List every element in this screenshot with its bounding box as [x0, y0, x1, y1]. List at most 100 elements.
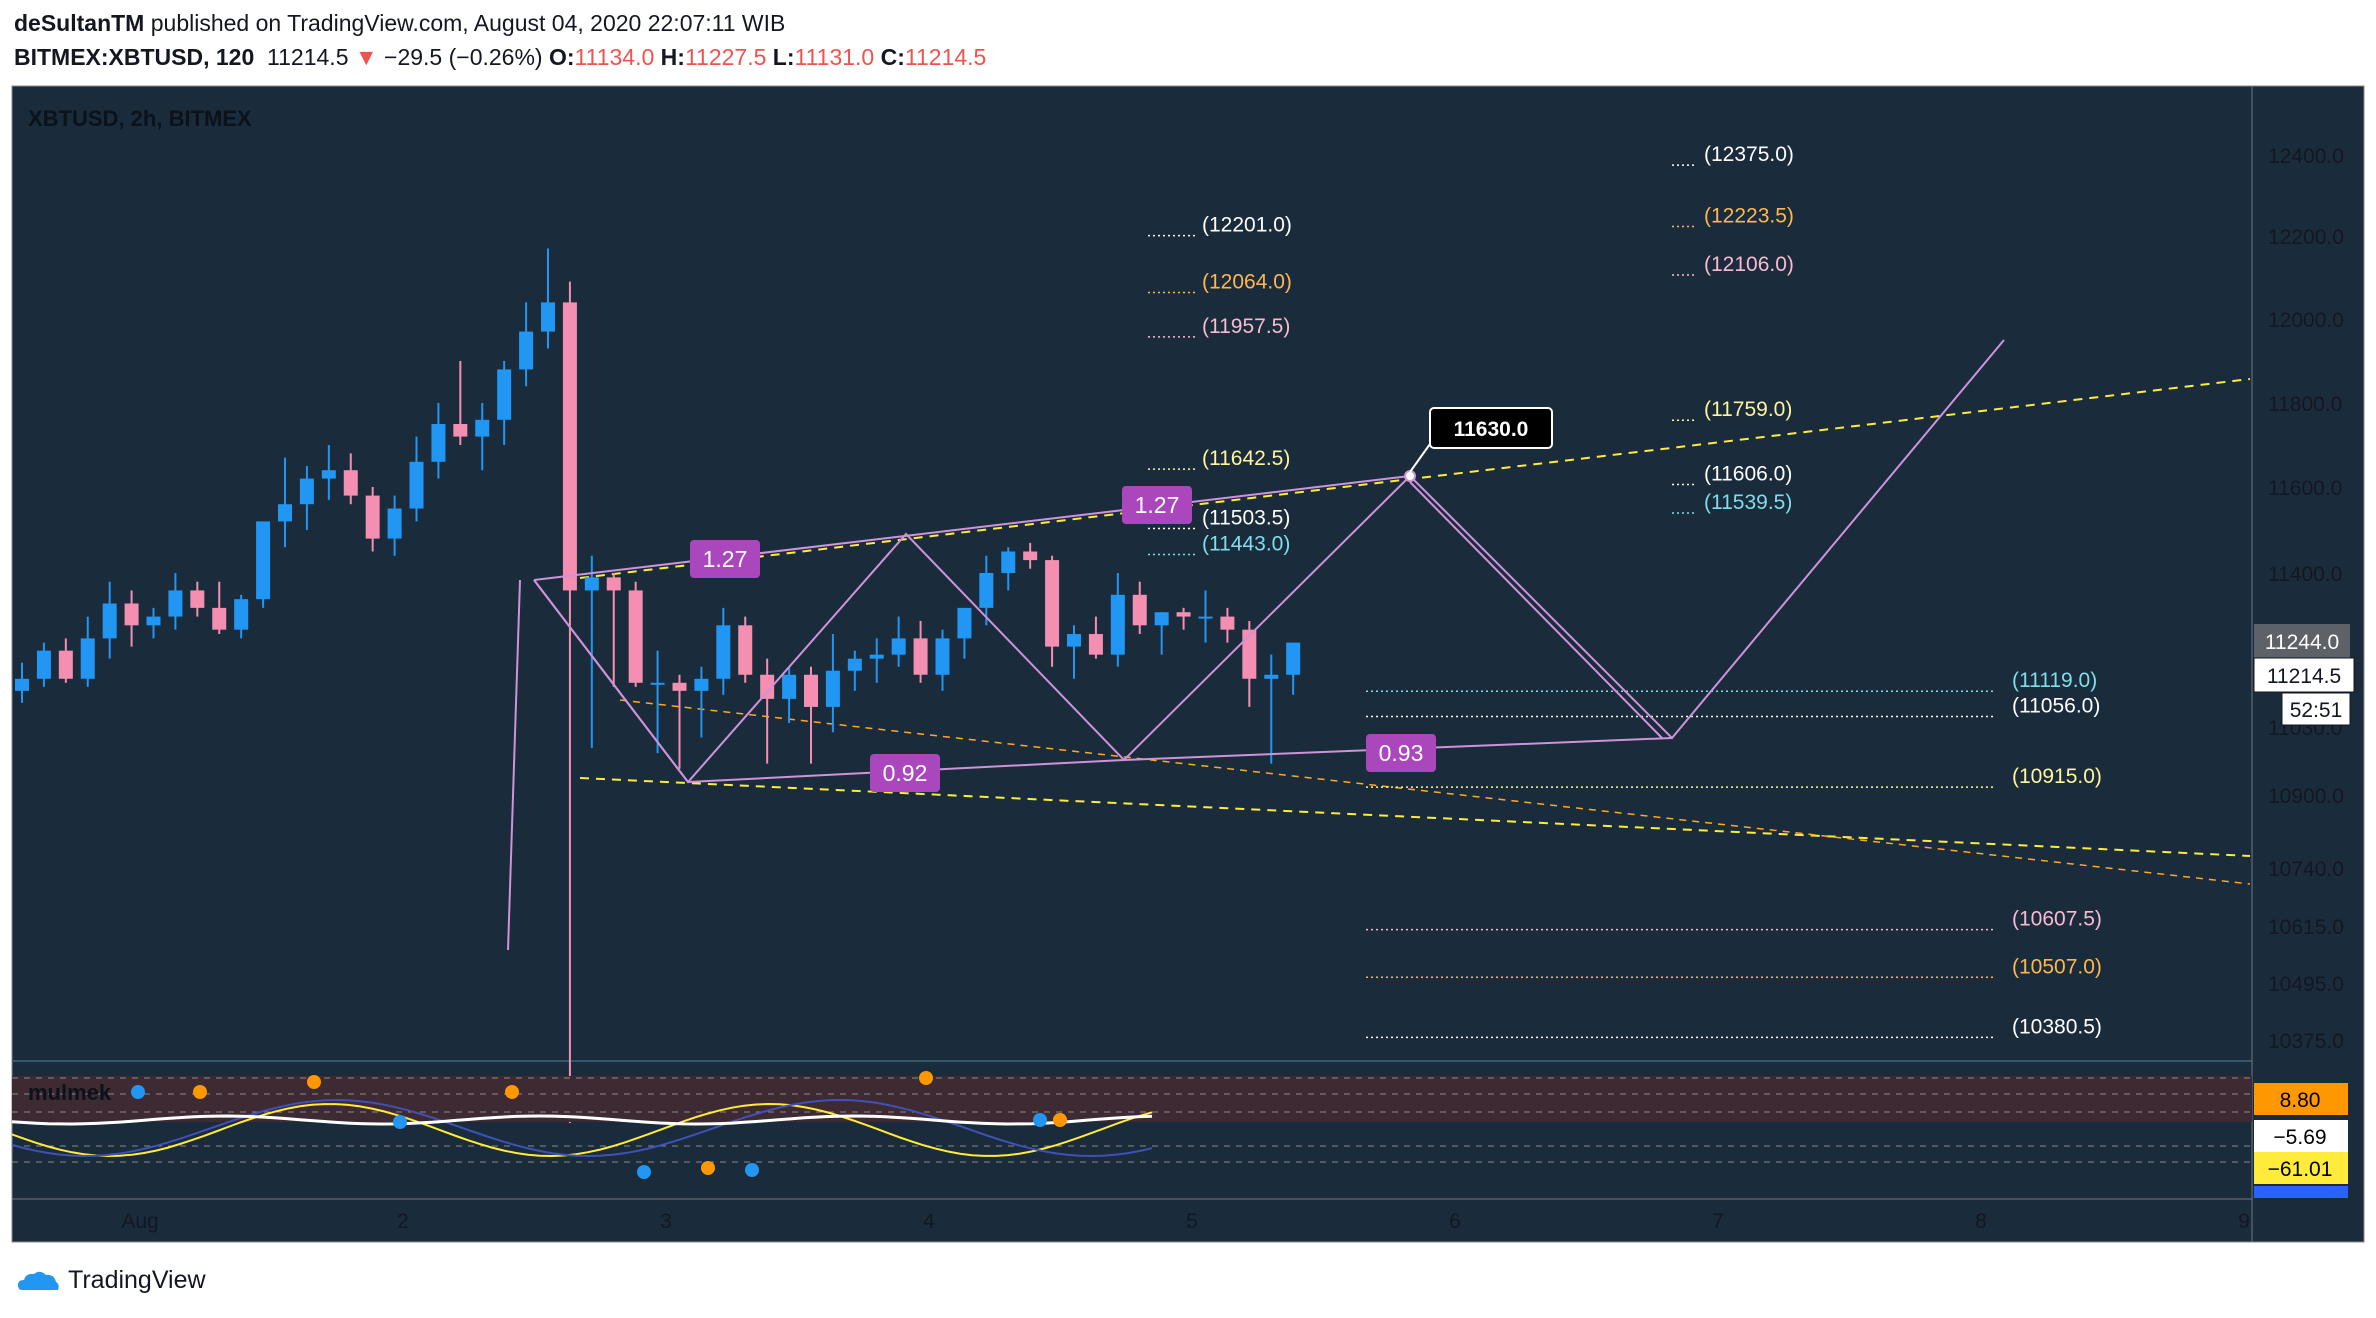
- target-point: [1404, 470, 1416, 482]
- signal-dot: [307, 1075, 321, 1089]
- pattern-wick-link: [507, 579, 521, 951]
- candle-body: [1023, 551, 1038, 561]
- signal-dot: [1053, 1113, 1067, 1127]
- y-tick-label: 12200.0: [2268, 226, 2344, 249]
- candle-body: [1132, 594, 1147, 626]
- candle-body: [1110, 594, 1125, 655]
- close-label: C:: [880, 44, 905, 70]
- x-tick-label: 9: [2238, 1210, 2250, 1233]
- x-tick-label: 8: [1975, 1210, 1987, 1233]
- candle-body: [869, 654, 884, 659]
- x-tick-label: 4: [923, 1210, 935, 1233]
- price-callout-box: [1429, 407, 1553, 449]
- candle-body: [606, 577, 621, 591]
- y-tick-label: 10495.0: [2268, 973, 2344, 996]
- current-price-value: 11214.5: [2267, 665, 2341, 688]
- price-callout-label: 11630.0: [1454, 418, 1529, 441]
- indicator-white-line: [11, 1114, 1153, 1126]
- candle-body: [58, 650, 73, 679]
- candle-body: [1045, 560, 1060, 647]
- signal-dot: [701, 1161, 715, 1175]
- candle-body: [36, 650, 51, 679]
- author-name[interactable]: deSultanTM: [14, 10, 145, 36]
- signal-dot: [1033, 1113, 1047, 1127]
- candle-body: [1264, 674, 1279, 679]
- x-tick-label: 7: [1712, 1210, 1724, 1233]
- last-price: 11214.5: [267, 44, 349, 70]
- pattern-upper-line: [533, 475, 1411, 581]
- indicator-value: −61.01: [2268, 1158, 2333, 1181]
- level-label: (11056.0): [2012, 695, 2100, 718]
- candle-body: [847, 658, 862, 671]
- y-tick-label: 10900.0: [2268, 785, 2344, 808]
- candle-body: [497, 369, 512, 420]
- indicator-value-badge: [2254, 1152, 2348, 1184]
- ratio-label: 0.92: [883, 760, 928, 786]
- x-tick-label: 3: [660, 1210, 672, 1233]
- publish-info: deSultanTM published on TradingView.com,…: [14, 10, 785, 37]
- candle-body: [519, 331, 534, 370]
- candle-body: [1176, 612, 1191, 617]
- signal-dot: [745, 1163, 759, 1177]
- candle-body: [804, 674, 818, 707]
- tradingview-logo[interactable]: TradingView: [16, 1266, 206, 1295]
- level-label: (11606.0): [1704, 462, 1792, 485]
- y-tick-label: 10615.0: [2268, 916, 2344, 939]
- open-label: O:: [548, 44, 575, 70]
- level-label: (11503.5): [1202, 506, 1290, 529]
- candle-body: [256, 521, 271, 600]
- current-price-badge: [2253, 657, 2355, 693]
- candle-body: [124, 603, 139, 626]
- indicator-value: 8.80: [2280, 1089, 2321, 1112]
- signal-dot: [505, 1085, 519, 1099]
- level-label: (11642.5): [1202, 447, 1290, 470]
- candle-body: [541, 302, 555, 332]
- pattern-first-leg: [533, 579, 689, 783]
- y-tick-label: 11600.0: [2268, 477, 2342, 500]
- callout-pointer: [1409, 443, 1431, 473]
- level-label: (11957.5): [1202, 315, 1290, 338]
- level-label: (11759.0): [1704, 398, 1792, 421]
- candle-body: [299, 478, 314, 505]
- ratio-label: 0.93: [1379, 740, 1424, 766]
- indicator-yellow-line: [11, 1102, 1153, 1158]
- candle-body: [672, 682, 687, 691]
- published-text: published on TradingView.com, August 04,…: [150, 10, 786, 36]
- ratio-badge: [1122, 486, 1192, 524]
- y-tick-label: 12000.0: [2268, 309, 2344, 332]
- signal-dot: [193, 1085, 207, 1099]
- trend-line-lower: [579, 777, 2251, 857]
- candle-body: [453, 424, 468, 437]
- level-label: (10915.0): [2012, 765, 2102, 788]
- pattern-double-leg: [1409, 481, 1663, 739]
- signal-dot: [637, 1165, 651, 1179]
- x-tick-label: 2: [397, 1210, 409, 1233]
- countdown-value: 52:51: [2290, 699, 2343, 722]
- y-tick-label: 10375.0: [2268, 1030, 2344, 1053]
- trend-line-orange: [619, 699, 2251, 885]
- open-value: 11134.0: [574, 44, 655, 70]
- candle-body: [1088, 634, 1103, 655]
- y-tick-label: 12400.0: [2268, 145, 2344, 168]
- candle-body: [321, 470, 336, 479]
- level-label: (10507.0): [2012, 955, 2102, 978]
- signal-dot: [131, 1085, 145, 1099]
- candle-body: [409, 461, 424, 509]
- last-price-badge: [2254, 624, 2350, 658]
- signal-dot: [919, 1071, 933, 1085]
- ratio-badge: [690, 540, 760, 578]
- indicator-value-badge: [2254, 1120, 2348, 1152]
- level-label: (12223.5): [1704, 204, 1794, 227]
- candle-body: [80, 638, 95, 679]
- ratio-badge: [1366, 734, 1436, 772]
- x-tick-label: 6: [1449, 1210, 1461, 1233]
- high-label: H:: [660, 44, 685, 70]
- level-label: (12201.0): [1202, 214, 1292, 237]
- symbol-label: BITMEX:XBTUSD, 120: [14, 44, 255, 70]
- low-value: 11131.0: [794, 44, 875, 70]
- candle-body: [212, 607, 227, 630]
- symbol-info: BITMEX:XBTUSD, 120 11214.5 ▼ −29.5 (−0.2…: [14, 44, 986, 71]
- candle-body: [716, 625, 731, 679]
- candle-body: [278, 504, 292, 522]
